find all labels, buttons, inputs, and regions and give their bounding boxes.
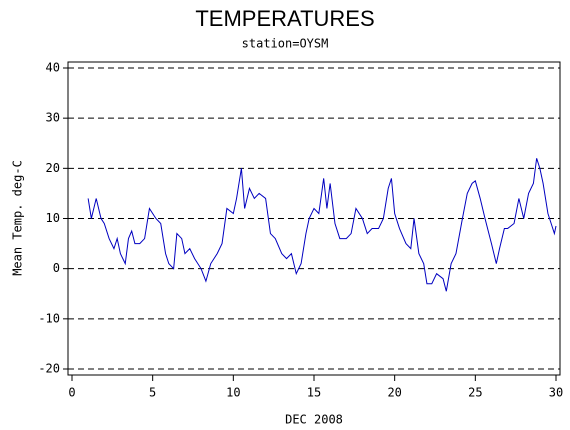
x-tick-label: 5 xyxy=(149,386,156,400)
chart-title: TEMPERATURES xyxy=(195,6,374,31)
x-tick-label: 20 xyxy=(387,386,401,400)
x-tick-label: 10 xyxy=(226,386,240,400)
y-tick-label: 30 xyxy=(46,111,60,125)
y-tick-label: -20 xyxy=(38,362,60,376)
y-tick-label: 40 xyxy=(46,61,60,75)
y-tick-label: -10 xyxy=(38,311,60,325)
y-tick-label: 0 xyxy=(53,261,60,275)
y-tick-label: 10 xyxy=(46,211,60,225)
y-axis-label: Mean Temp. deg-C xyxy=(11,160,25,276)
data-line xyxy=(87,158,557,292)
y-tick-label: 20 xyxy=(46,161,60,175)
x-tick-label: 0 xyxy=(68,386,75,400)
x-tick-label: 15 xyxy=(307,386,321,400)
x-axis-label: DEC 2008 xyxy=(285,413,343,427)
chart-subtitle: station=OYSM xyxy=(242,37,329,51)
x-tick-label: 25 xyxy=(468,386,482,400)
x-tick-label: 30 xyxy=(549,386,563,400)
